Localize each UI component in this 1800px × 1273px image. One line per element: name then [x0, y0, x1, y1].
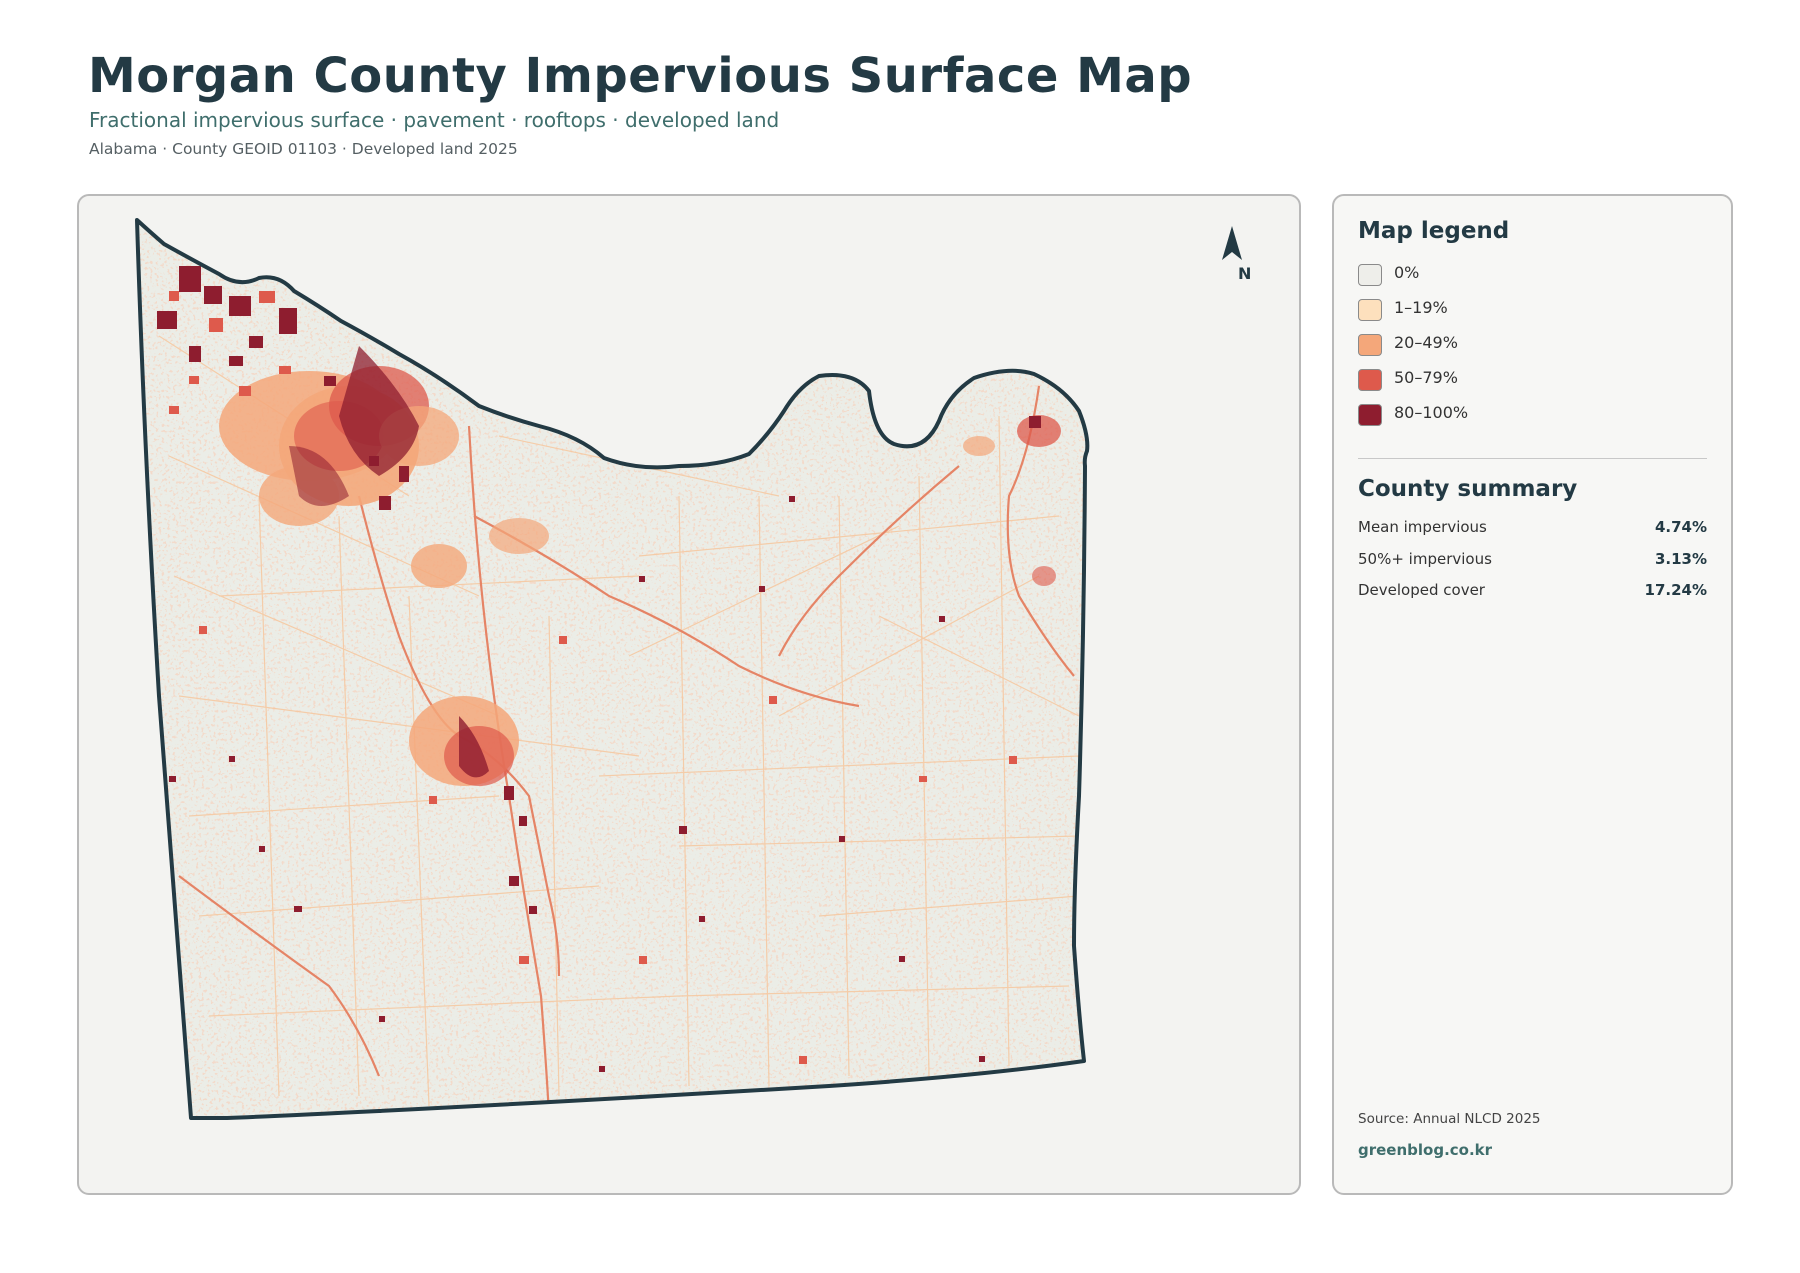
urban-area-north [157, 266, 459, 526]
map-panel[interactable] [77, 194, 1301, 1195]
page-meta: Alabama · County GEOID 01103 · Developed… [89, 140, 518, 158]
scattered-development [169, 496, 985, 1072]
legend-swatch [1358, 369, 1382, 391]
summary-value: 17.24% [1644, 581, 1707, 599]
legend-swatch [1358, 299, 1382, 321]
urban-area-northeast [963, 415, 1061, 586]
urban-area-central [409, 518, 549, 914]
legend-label: 50–79% [1394, 368, 1458, 387]
legend-label: 0% [1394, 263, 1420, 282]
north-arrow-icon [1222, 226, 1242, 260]
legend-list: 0% 1–19% 20–49% 50–79% 80–100% [1358, 264, 1468, 439]
legend-item: 0% [1358, 264, 1468, 299]
summary-row: Developed cover 17.24% [1358, 581, 1707, 613]
summary-row: 50%+ impervious 3.13% [1358, 550, 1707, 582]
legend-panel: Map legend 0% 1–19% 20–49% 50–79% 80–100… [1332, 194, 1733, 1195]
summary-label: 50%+ impervious [1358, 549, 1492, 568]
source-note: Source: Annual NLCD 2025 [1358, 1111, 1541, 1127]
summary-label: Developed cover [1358, 581, 1485, 599]
page-title: Morgan County Impervious Surface Map [88, 48, 1193, 104]
summary-value: 4.74% [1654, 518, 1707, 536]
summary-title: County summary [1358, 476, 1578, 502]
summary-row: Mean impervious 4.74% [1358, 518, 1707, 550]
scattered-development-medium [199, 626, 1017, 1064]
legend-label: 20–49% [1394, 333, 1458, 352]
legend-swatch [1358, 404, 1382, 426]
legend-item: 50–79% [1358, 369, 1468, 404]
county-map[interactable] [79, 196, 1299, 1193]
legend-swatch [1358, 334, 1382, 356]
panel-divider [1358, 458, 1707, 459]
legend-label: 1–19% [1394, 298, 1448, 317]
brand-link[interactable]: greenblog.co.kr [1358, 1141, 1493, 1159]
legend-item: 1–19% [1358, 299, 1468, 334]
summary-label: Mean impervious [1358, 518, 1487, 536]
summary-list: Mean impervious 4.74% 50%+ impervious 3.… [1358, 518, 1707, 613]
north-label: N [1238, 264, 1252, 283]
summary-value: 3.13% [1654, 549, 1707, 568]
legend-label: 80–100% [1394, 403, 1469, 422]
page-subtitle: Fractional impervious surface · pavement… [89, 108, 780, 132]
legend-item: 20–49% [1358, 334, 1468, 369]
legend-swatch [1358, 264, 1382, 286]
legend-title: Map legend [1358, 218, 1510, 244]
county-boundary [135, 218, 1090, 1120]
legend-item: 80–100% [1358, 404, 1468, 439]
impervious-raster [137, 220, 1088, 1118]
